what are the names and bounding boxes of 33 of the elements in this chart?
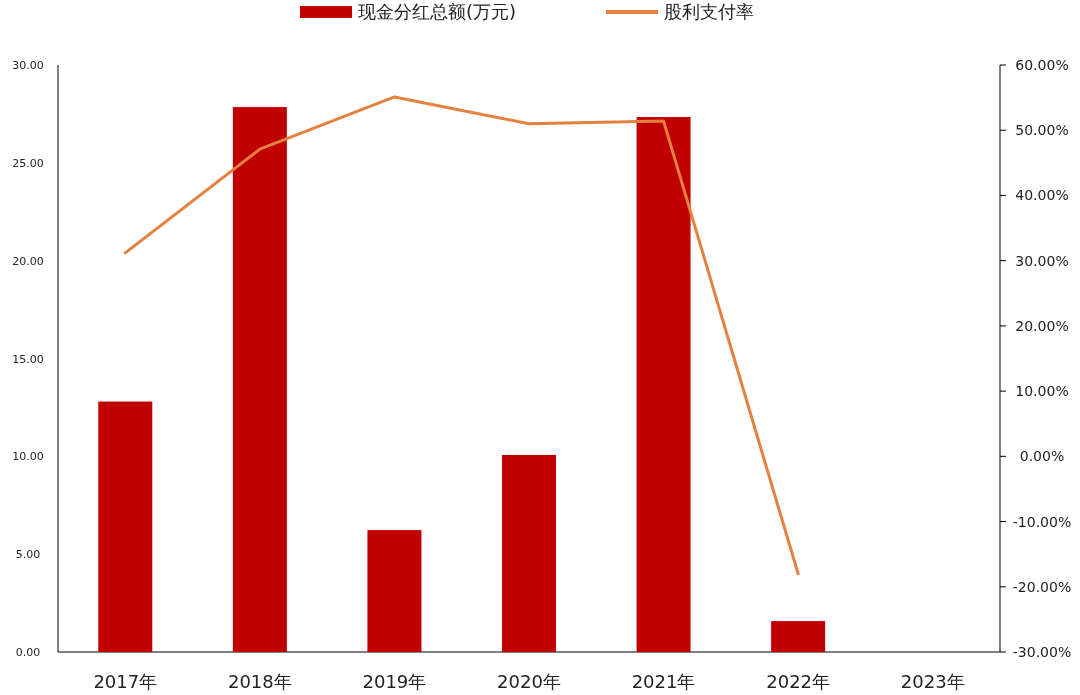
bar bbox=[771, 621, 826, 652]
y2-tick-label: 30.00% bbox=[1015, 252, 1069, 269]
y-tick-label: 30.00 bbox=[12, 59, 44, 72]
line-series bbox=[123, 95, 800, 576]
y2-tick-label: -30.00% bbox=[1012, 644, 1072, 660]
bar bbox=[232, 107, 287, 652]
x-tick-label: 2017年 bbox=[93, 671, 158, 692]
bar bbox=[367, 530, 422, 652]
y2-tick-label: -20.00% bbox=[1012, 578, 1072, 595]
x-tick-label: 2020年 bbox=[497, 671, 561, 692]
y-tick-label: 25.00 bbox=[12, 156, 44, 170]
x-tick-label: 2022年 bbox=[766, 671, 831, 692]
bar bbox=[502, 454, 556, 652]
x-tick-label: 2021年 bbox=[631, 671, 696, 692]
x-tick-label: 2018年 bbox=[227, 671, 292, 692]
y-tick-label: 5.00 bbox=[15, 548, 41, 562]
y2-tick-label: -10.00% bbox=[1012, 513, 1072, 530]
y2-tick-label: 0.00% bbox=[1019, 448, 1065, 465]
y2-tick-label: 10.00% bbox=[1015, 383, 1069, 400]
y-tick-label: 15.00 bbox=[12, 352, 44, 366]
x-tick-label: 2023年 bbox=[900, 671, 965, 692]
legend-label: 现金分红总额(万元) bbox=[358, 1, 517, 22]
x-tick-label: 2019年 bbox=[362, 671, 427, 692]
y2-tick-label: 60.00% bbox=[1015, 57, 1069, 73]
y2-tick-label: 40.00% bbox=[1015, 187, 1069, 204]
bar bbox=[98, 401, 153, 652]
legend-label: 股利支付率 bbox=[664, 1, 755, 22]
bar bbox=[636, 117, 691, 652]
y-tick-label: 20.00 bbox=[12, 254, 44, 268]
y2-tick-label: 20.00% bbox=[1015, 317, 1069, 334]
y-tick-label: 0.00 bbox=[15, 646, 41, 659]
y2-tick-label: 50.00% bbox=[1015, 122, 1069, 139]
y-tick-label: 10.00 bbox=[12, 450, 44, 464]
